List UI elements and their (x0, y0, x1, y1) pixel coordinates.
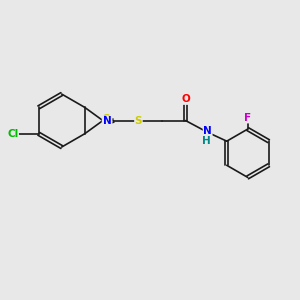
Text: N: N (203, 126, 212, 136)
Text: H: H (202, 136, 211, 146)
Text: Cl: Cl (7, 129, 18, 139)
Text: F: F (244, 113, 251, 123)
Text: S: S (135, 116, 142, 126)
Text: S: S (102, 114, 110, 124)
Text: N: N (103, 116, 112, 126)
Text: O: O (181, 94, 190, 104)
